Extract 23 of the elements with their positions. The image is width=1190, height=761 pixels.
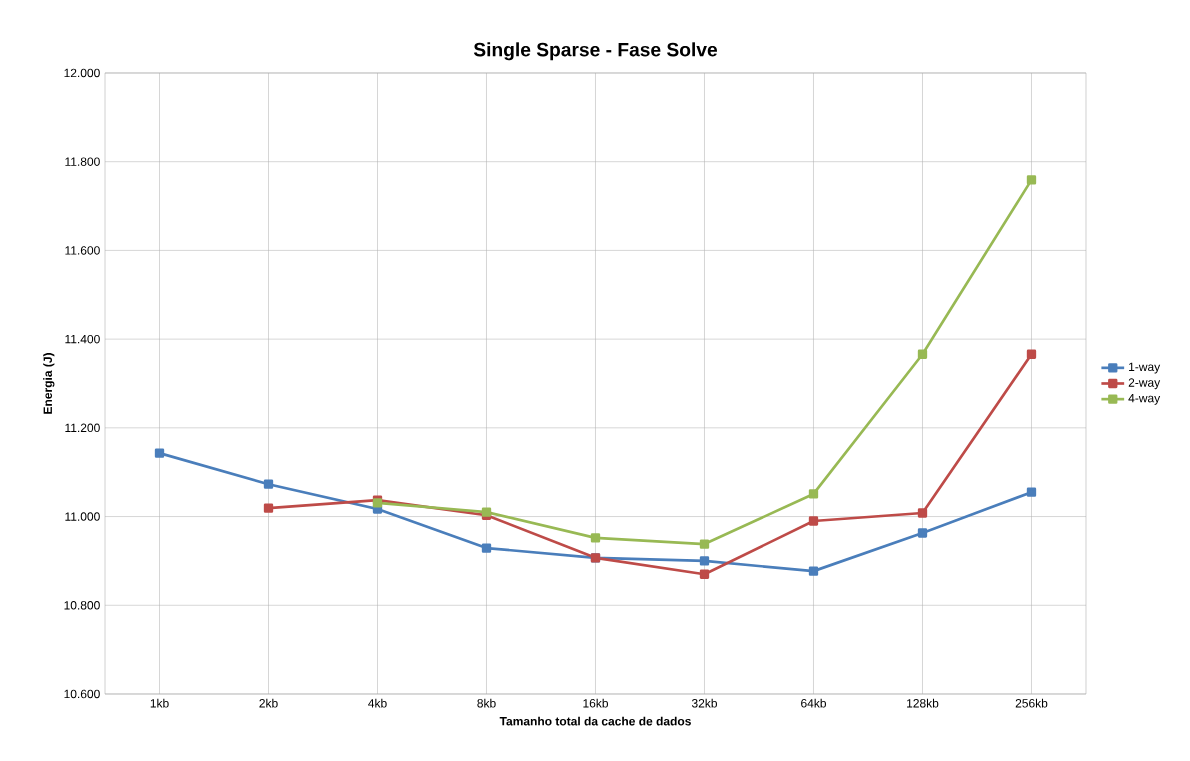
legend-label: 4-way bbox=[1128, 394, 1161, 405]
x-tick-label: 4kb bbox=[368, 698, 387, 708]
x-tick-label: 2kb bbox=[259, 698, 278, 708]
y-tick-label: 11.800 bbox=[65, 157, 100, 166]
x-tick-label: 32kb bbox=[691, 698, 717, 708]
x-tick-label: 64kb bbox=[801, 698, 826, 708]
y-tick-label: 10.600 bbox=[64, 689, 100, 699]
x-axis-title: Tamanho total da cache de dados bbox=[499, 716, 691, 726]
x-tick-label: 256kb bbox=[1015, 698, 1048, 708]
x-tick-label: 8kb bbox=[477, 698, 496, 708]
y-tick-label: 12.000 bbox=[64, 68, 100, 78]
y-tick-label: 10.800 bbox=[64, 601, 100, 610]
y-tick-label: 11.000 bbox=[65, 512, 100, 521]
y-tick-label: 11.600 bbox=[65, 246, 100, 255]
y-tick-label: 11.200 bbox=[65, 423, 100, 433]
y-axis-title: Energia (J) bbox=[43, 353, 55, 414]
legend-label: 2-way bbox=[1128, 378, 1161, 390]
legend-label: 1-way bbox=[1129, 362, 1161, 374]
x-tick-label: 16kb bbox=[583, 698, 608, 708]
x-tick-label: 128kb bbox=[907, 698, 939, 708]
y-tick-label: 11.400 bbox=[65, 334, 100, 344]
x-tick-label: 1kb bbox=[150, 698, 169, 708]
chart-title: Single Sparse - Fase Solve bbox=[473, 42, 718, 61]
